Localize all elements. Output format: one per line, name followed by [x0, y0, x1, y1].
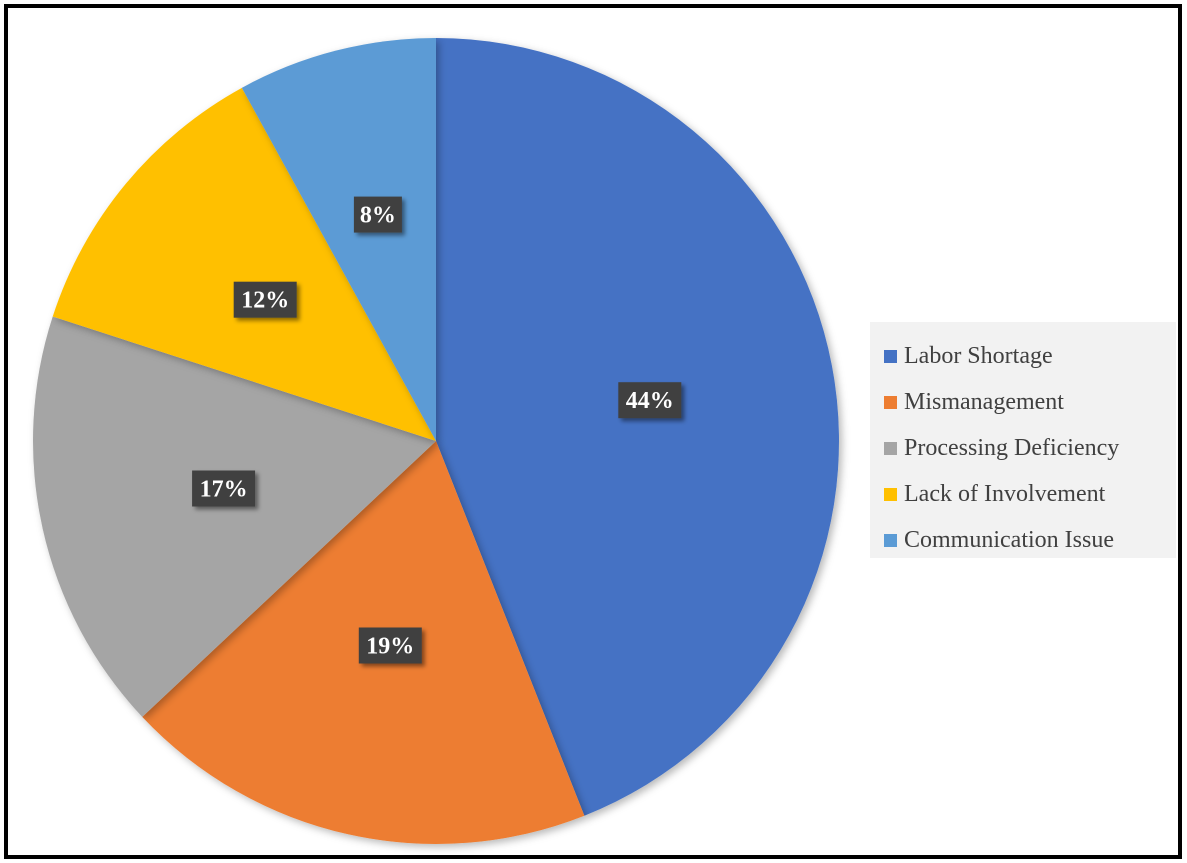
- pie-data-labels: 44% 19% 17% 12% 8%: [192, 196, 682, 664]
- data-label-box: [358, 627, 422, 664]
- legend-swatch: [884, 441, 897, 455]
- data-label-box: [192, 470, 256, 507]
- legend-label: Labor Shortage: [904, 343, 1053, 369]
- legend-label: Mismanagement: [904, 389, 1064, 415]
- legend-item-labor-shortage: Labor Shortage: [884, 333, 1176, 379]
- data-label-labor-shortage: 44%: [618, 382, 682, 419]
- pie-slice-processing-deficiency: [32, 316, 437, 717]
- pie-chart: 44% 19% 17% 12% 8%: [32, 38, 839, 844]
- legend-label: Communication Issue: [904, 527, 1114, 553]
- pie-slice-communication-issue: [241, 38, 436, 441]
- data-label-communication-issue: 8%: [353, 196, 402, 233]
- legend-label: Lack of Involvement: [904, 481, 1106, 507]
- data-label-text: 17%: [200, 477, 248, 503]
- legend: Labor Shortage Mismanagement Processing De…: [870, 322, 1176, 558]
- pie-slices: [32, 38, 839, 844]
- data-label-text: 12%: [241, 288, 289, 314]
- data-label-box: [618, 382, 682, 419]
- data-label-mismanagement: 19%: [358, 627, 422, 664]
- legend-swatch: [884, 487, 897, 501]
- data-label-box: [233, 281, 297, 318]
- legend-swatch: [884, 533, 897, 547]
- data-label-text: 44%: [626, 388, 674, 414]
- data-label-text: 8%: [360, 203, 396, 229]
- data-label-processing-deficiency: 17%: [192, 470, 256, 507]
- pie-slice-lack-of-involvement: [52, 87, 436, 441]
- data-label-lack-of-involvement: 12%: [233, 281, 297, 318]
- data-label-text: 19%: [366, 634, 414, 660]
- legend-item-lack-of-involvement: Lack of Involvement: [884, 471, 1176, 517]
- legend-item-communication-issue: Communication Issue: [884, 517, 1176, 563]
- legend-label: Processing Deficiency: [904, 435, 1120, 461]
- legend-item-processing-deficiency: Processing Deficiency: [884, 425, 1176, 471]
- legend-item-mismanagement: Mismanagement: [884, 379, 1176, 425]
- pie-slice-labor-shortage: [436, 38, 839, 816]
- data-label-box: [353, 196, 402, 233]
- legend-swatch: [884, 395, 897, 409]
- chart-frame: 44% 19% 17% 12% 8% Labor Shortage Mismanageme…: [4, 4, 1182, 859]
- legend-swatch: [884, 349, 897, 363]
